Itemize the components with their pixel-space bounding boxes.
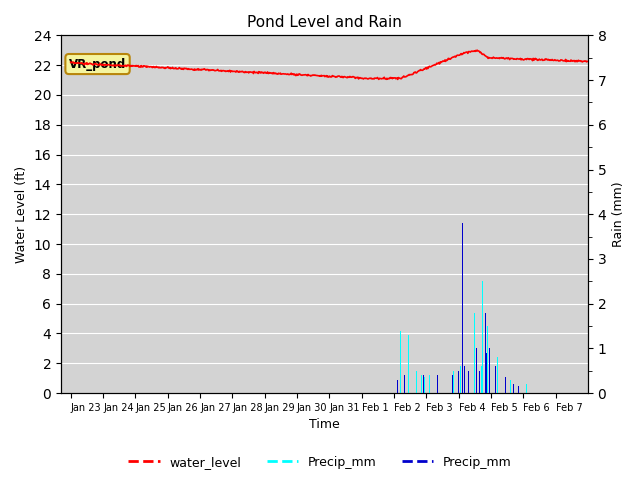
Y-axis label: Water Level (ft): Water Level (ft) — [15, 166, 28, 263]
X-axis label: Time: Time — [309, 419, 340, 432]
Legend: water_level, Precip_mm, Precip_mm: water_level, Precip_mm, Precip_mm — [124, 451, 516, 474]
Y-axis label: Rain (mm): Rain (mm) — [612, 181, 625, 247]
Title: Pond Level and Rain: Pond Level and Rain — [247, 15, 402, 30]
Text: VR_pond: VR_pond — [69, 58, 126, 71]
